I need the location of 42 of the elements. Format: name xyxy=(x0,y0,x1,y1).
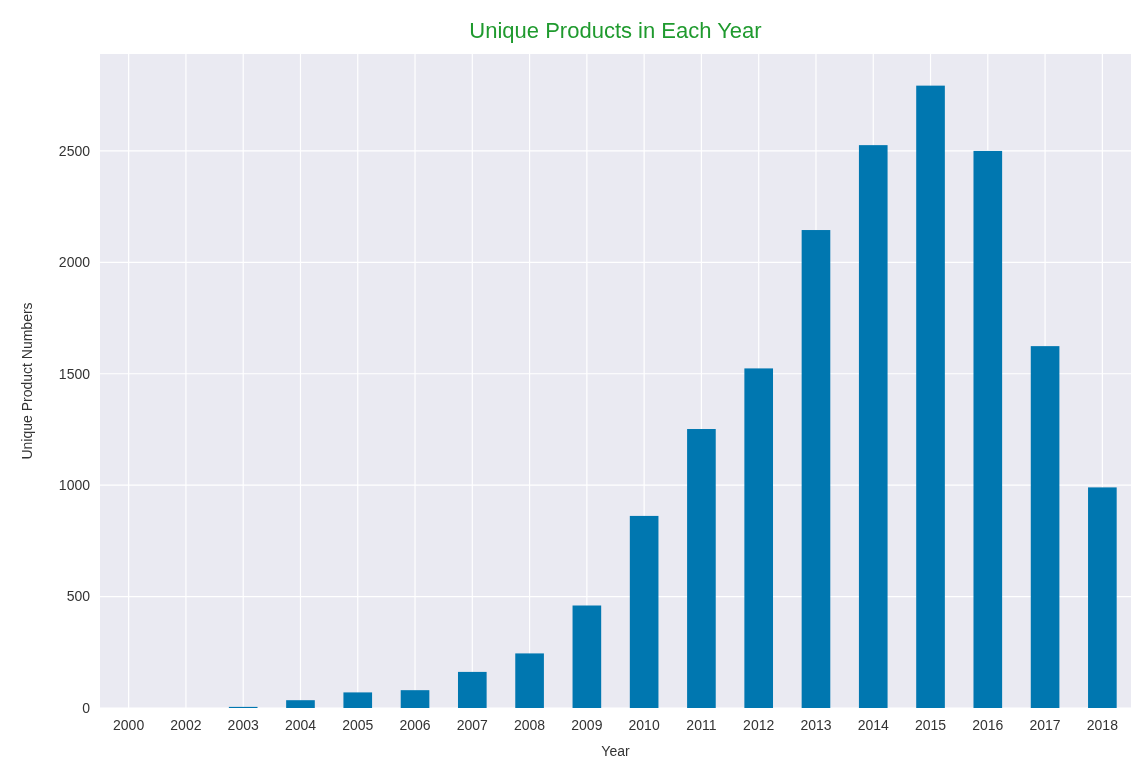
x-axis-title: Year xyxy=(601,743,630,759)
bar xyxy=(1030,346,1060,708)
y-tick-label: 500 xyxy=(66,588,91,605)
bar xyxy=(858,145,888,708)
x-tick-label: 2013 xyxy=(800,717,832,733)
x-tick-label: 2009 xyxy=(571,717,603,733)
bar xyxy=(973,150,1003,708)
y-tick-label: 1500 xyxy=(58,365,91,382)
x-tick-label: 2004 xyxy=(284,717,317,733)
y-tick-label: 2500 xyxy=(58,142,91,159)
x-tick-label: 2015 xyxy=(914,717,947,733)
x-tick-label: 2012 xyxy=(743,717,775,733)
x-tick-label: 2000 xyxy=(113,717,145,733)
bar xyxy=(687,429,716,708)
y-tick-label: 1000 xyxy=(58,477,91,494)
x-tick-label: 2018 xyxy=(1086,717,1119,733)
x-tick-label: 2014 xyxy=(857,717,890,733)
bar xyxy=(286,700,315,708)
x-tick-label: 2016 xyxy=(972,717,1004,733)
x-tick-label: 2005 xyxy=(342,717,374,733)
x-tick-label: 2011 xyxy=(686,717,717,733)
y-axis-title: Unique Product Numbers xyxy=(19,302,35,460)
bar xyxy=(744,368,774,708)
bar xyxy=(1088,487,1117,708)
bar xyxy=(629,515,659,708)
y-tick-label: 0 xyxy=(82,699,91,716)
x-tick-label: 2007 xyxy=(456,717,489,733)
bar xyxy=(457,671,487,708)
bar xyxy=(343,692,373,708)
y-tick-label: 2000 xyxy=(58,254,91,271)
bar xyxy=(801,230,831,708)
bar xyxy=(916,85,945,708)
x-tick-label: 2002 xyxy=(170,717,202,733)
chart-title: Unique Products in Each Year xyxy=(469,18,762,43)
bar xyxy=(572,605,602,708)
x-tick-label: 2010 xyxy=(628,717,660,733)
x-tick-label: 2017 xyxy=(1029,717,1061,733)
bar xyxy=(515,653,544,708)
x-tick-label: 2008 xyxy=(514,717,546,733)
x-tick-label: 2003 xyxy=(227,717,259,733)
bar xyxy=(400,690,430,708)
x-tick-label: 2006 xyxy=(399,717,431,733)
